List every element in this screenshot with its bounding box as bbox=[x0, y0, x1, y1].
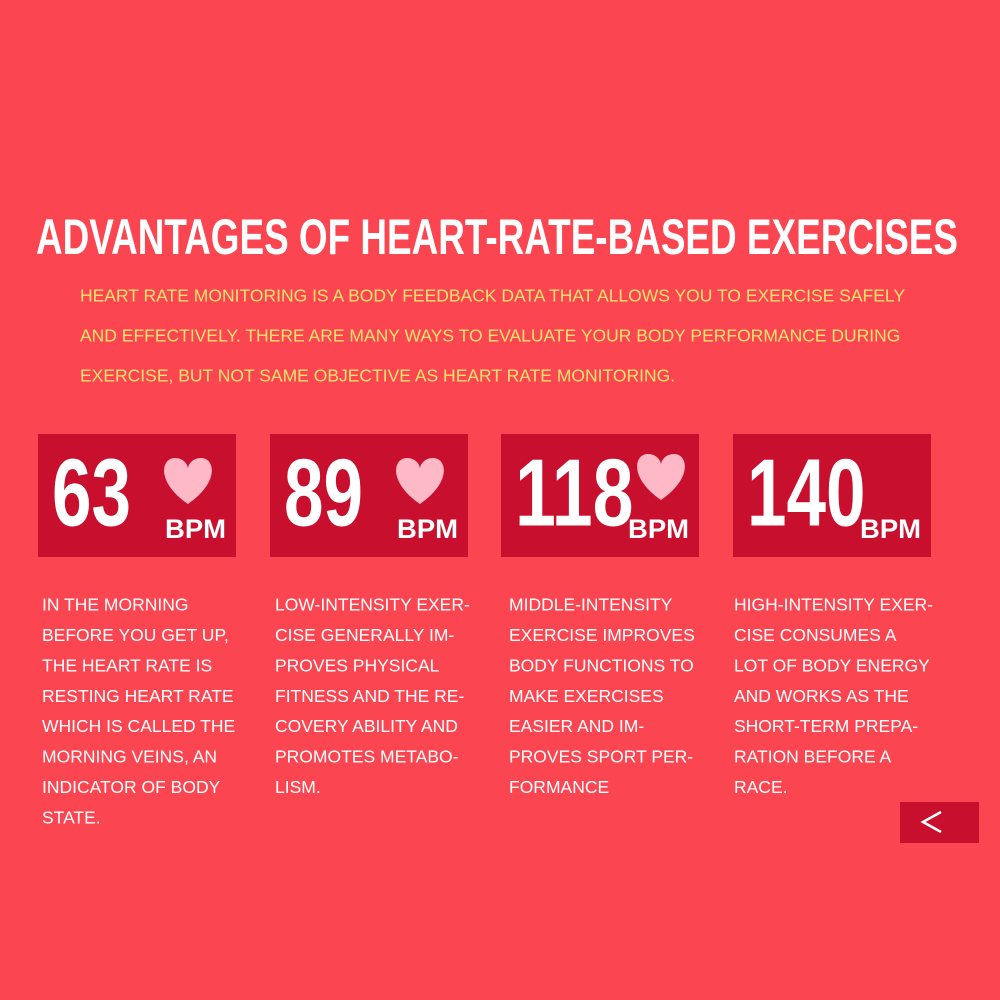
intro-line: HEART RATE MONITORING IS A BODY FEEDBACK… bbox=[80, 286, 905, 306]
card-description: EXERCISE IMPROVES bbox=[509, 625, 695, 645]
card-description: SHORT-TERM PREPA- bbox=[734, 716, 918, 736]
bpm-value: 63 bbox=[52, 439, 131, 546]
bpm-value: 118 bbox=[515, 439, 634, 546]
back-button[interactable] bbox=[900, 802, 979, 843]
bpm-unit: BPM bbox=[397, 514, 458, 544]
card-description: RESTING HEART RATE bbox=[42, 686, 234, 706]
card-description: RATION BEFORE A bbox=[734, 747, 892, 767]
card-description: MIDDLE-INTENSITY bbox=[509, 595, 673, 615]
intro-line: AND EFFECTIVELY. THERE ARE MANY WAYS TO … bbox=[80, 326, 900, 346]
card-description: PROVES PHYSICAL bbox=[275, 655, 440, 675]
heart-icon bbox=[637, 454, 685, 500]
heart-icon bbox=[164, 458, 212, 504]
card bbox=[38, 434, 236, 557]
card-description: EASIER AND IM- bbox=[509, 716, 644, 736]
card bbox=[733, 434, 931, 557]
card-description: LOT OF BODY ENERGY bbox=[734, 655, 930, 675]
bpm-unit: BPM bbox=[860, 514, 921, 544]
card-description: LOW-INTENSITY EXER- bbox=[275, 595, 470, 615]
heart-icon bbox=[396, 458, 444, 504]
back-arrow[interactable] bbox=[920, 810, 942, 834]
card-description: FORMANCE bbox=[509, 777, 609, 797]
bpm-value: 89 bbox=[284, 439, 363, 546]
card-description: MORNING VEINS, AN bbox=[42, 747, 217, 767]
card-description: FITNESS AND THE RE- bbox=[275, 686, 464, 706]
card-description: IN THE MORNING bbox=[42, 595, 189, 615]
bpm-value: 140 bbox=[747, 439, 866, 546]
card-description: WHICH IS CALLED THE bbox=[42, 716, 235, 736]
card-description: BODY FUNCTIONS TO bbox=[509, 655, 694, 675]
card-description: BEFORE YOU GET UP, bbox=[42, 625, 229, 645]
card-description: CISE CONSUMES A bbox=[734, 625, 897, 645]
card-description: STATE. bbox=[42, 807, 101, 827]
bpm-unit: BPM bbox=[165, 514, 226, 544]
card-description: HIGH-INTENSITY EXER- bbox=[734, 595, 933, 615]
card-description: MAKE EXERCISES bbox=[509, 686, 664, 706]
card-description: CISE GENERALLY IM- bbox=[275, 625, 454, 645]
card-description: INDICATOR OF BODY bbox=[42, 777, 221, 797]
card-description: COVERY ABILITY AND bbox=[275, 716, 458, 736]
card-description: PROVES SPORT PER- bbox=[509, 747, 693, 767]
card-description: THE HEART RATE IS bbox=[42, 655, 212, 675]
bpm-unit: BPM bbox=[628, 514, 689, 544]
intro-line: EXERCISE, BUT NOT SAME OBJECTIVE AS HEAR… bbox=[80, 366, 675, 386]
card-description: AND WORKS AS THE bbox=[734, 686, 909, 706]
card-description: LISM. bbox=[275, 777, 321, 797]
card bbox=[270, 434, 468, 557]
title: ADVANTAGES OF HEART-RATE-BASED EXERCISES bbox=[36, 209, 958, 265]
card-description: RACE. bbox=[734, 777, 787, 797]
card-description: PROMOTES METABO- bbox=[275, 747, 459, 767]
